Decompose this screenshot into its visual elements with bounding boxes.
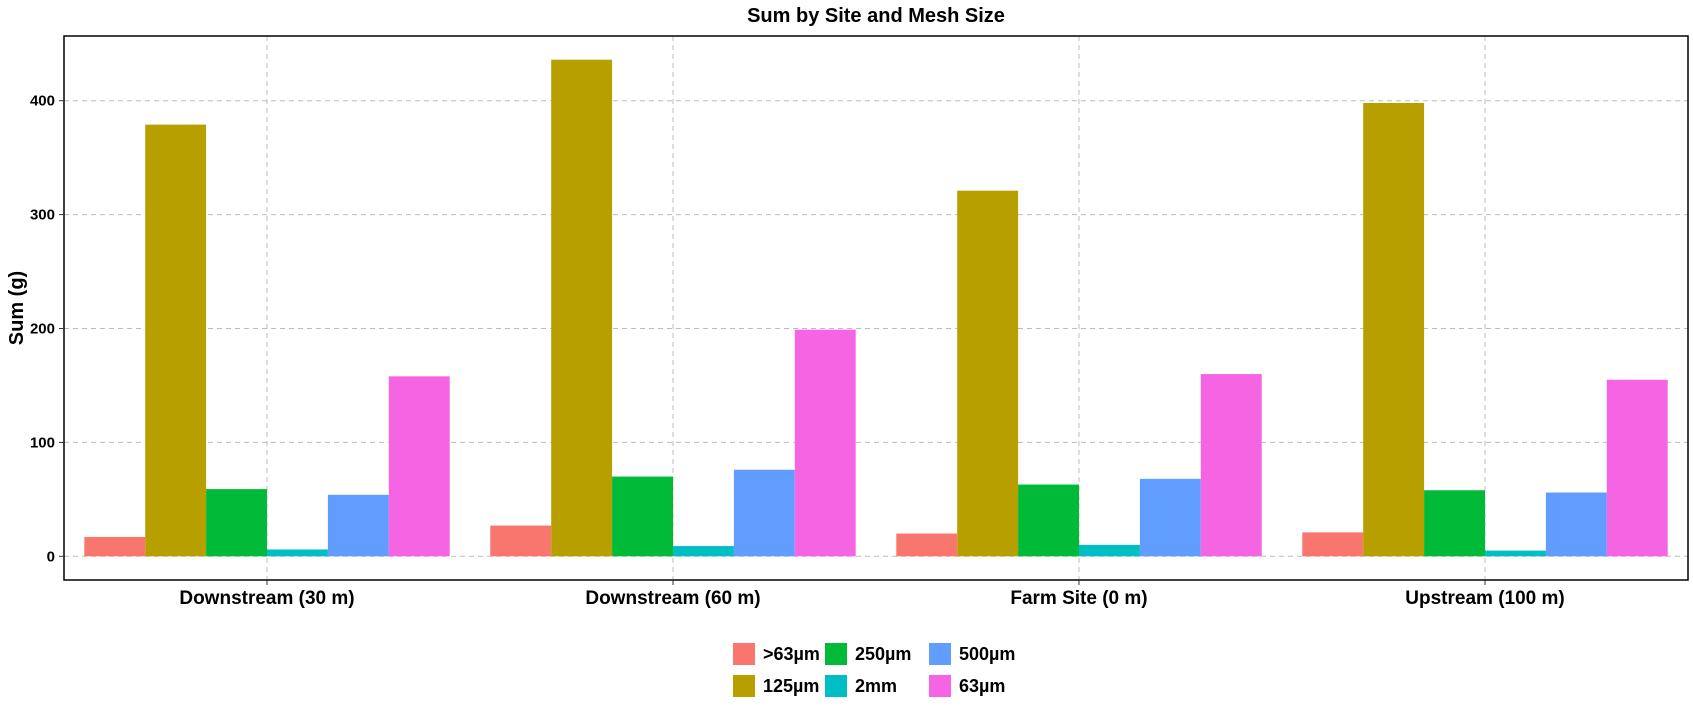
legend-swatch [929, 675, 951, 697]
legend-swatch [929, 643, 951, 665]
legend-swatch [825, 675, 847, 697]
legend-label: 500µm [959, 644, 1015, 664]
bar [551, 59, 613, 557]
y-tick-label: 300 [30, 207, 55, 224]
bar [1139, 478, 1201, 557]
y-axis-label: Sum (g) [6, 271, 28, 345]
bar [1606, 379, 1668, 557]
bar [1302, 532, 1364, 557]
y-tick-label: 0 [47, 548, 55, 565]
y-tick-label: 400 [30, 93, 55, 110]
legend-swatch [825, 643, 847, 665]
plot-frame [63, 35, 1689, 581]
bar [1200, 374, 1262, 557]
bar [1018, 484, 1079, 557]
legend-item: >63µm [733, 643, 820, 665]
bar [1485, 550, 1546, 557]
y-axis-ticks: 0 100 200 300 400 [30, 93, 64, 565]
bar [1545, 492, 1607, 557]
legend: >63µm 125µm 250µm 2mm 500µm 63µm [733, 643, 1015, 697]
bar [145, 124, 207, 557]
bar [794, 329, 856, 557]
bar [327, 494, 389, 557]
legend-label: 2mm [855, 676, 897, 696]
bars [84, 59, 1668, 557]
bar [733, 469, 795, 557]
x-tick-label: Farm Site (0 m) [1010, 588, 1147, 609]
legend-label: 63µm [959, 676, 1005, 696]
legend-swatch [733, 675, 755, 697]
bar [267, 549, 328, 557]
legend-item: 500µm [929, 643, 1015, 665]
bar [1363, 102, 1425, 557]
x-tick-label: Downstream (60 m) [585, 588, 760, 609]
legend-item: 63µm [929, 675, 1005, 697]
bar [1424, 490, 1485, 557]
legend-label: >63µm [763, 644, 820, 664]
bar [896, 533, 958, 557]
bar [1079, 544, 1140, 557]
y-tick-label: 200 [30, 321, 55, 338]
x-tick-label: Downstream (30 m) [179, 588, 354, 609]
legend-item: 125µm [733, 675, 819, 697]
legend-label: 250µm [855, 644, 911, 664]
bar [673, 546, 734, 557]
bar [206, 489, 267, 557]
bar [84, 536, 146, 557]
legend-label: 125µm [763, 676, 819, 696]
bar [490, 525, 552, 557]
bar [388, 376, 450, 557]
bar [612, 476, 673, 557]
x-axis-ticks: Downstream (30 m) Downstream (60 m) Farm S… [179, 580, 1565, 609]
y-tick-label: 100 [30, 434, 55, 451]
x-tick-label: Upstream (100 m) [1405, 588, 1564, 609]
bar [957, 190, 1019, 557]
chart-title: Sum by Site and Mesh Size [747, 5, 1005, 27]
legend-swatch [733, 643, 755, 665]
legend-item: 2mm [825, 675, 897, 697]
legend-item: 250µm [825, 643, 911, 665]
